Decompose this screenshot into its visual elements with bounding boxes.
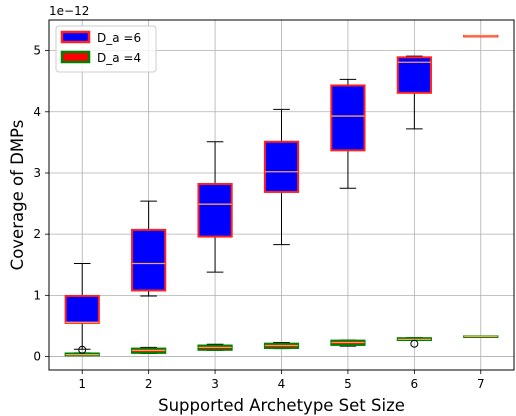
box-iqr (330, 84, 366, 152)
x-tick-label: 5 (344, 377, 352, 391)
legend-swatch-d-a-4 (60, 50, 91, 64)
box-d-a-6 (131, 200, 167, 297)
legend: D_a =6 D_a =4 (55, 25, 157, 73)
x-axis-label: Supported Archetype Set Size (158, 396, 405, 415)
box-d-a-4 (263, 341, 300, 350)
outlier-point (410, 339, 419, 348)
box-d-a-4 (197, 343, 233, 351)
box-iqr (396, 56, 432, 94)
box-d-a-6 (263, 108, 300, 246)
y-axis-label: Coverage of DMPs (8, 120, 27, 271)
box-d-a-4 (64, 345, 100, 357)
axis-ticks: 1 2 3 4 5 6 7 0 1 2 3 4 5 (33, 44, 484, 391)
box-iqr (263, 140, 300, 193)
box-d-a-6 (396, 55, 432, 130)
y-tick-label: 1 (33, 288, 41, 302)
box-d-a-6 (64, 263, 100, 350)
y-tick-label: 4 (33, 105, 41, 119)
x-tick-label: 2 (145, 377, 153, 391)
data-layer (64, 34, 499, 357)
box-iqr (197, 182, 233, 238)
x-tick-label: 3 (211, 377, 219, 391)
box-d-a-6 (197, 141, 233, 273)
y-tick-label: 2 (33, 227, 41, 241)
y-tick-label: 3 (33, 166, 41, 180)
box-d-a-6 (330, 78, 366, 189)
box-d-a-4 (330, 339, 366, 347)
y-tick-label: 5 (33, 44, 41, 58)
x-tick-label: 4 (278, 377, 286, 391)
x-tick-label: 7 (477, 377, 485, 391)
box-d-a-6 (463, 34, 499, 38)
y-axis-offset-label: 1e−12 (49, 4, 89, 18)
x-tick-label: 6 (411, 377, 419, 391)
legend-swatch-d-a-6 (60, 30, 91, 44)
y-tick-label: 0 (33, 350, 41, 364)
legend-label-d-a-6: D_a =6 (97, 31, 141, 45)
box-d-a-4 (131, 346, 167, 354)
box-d-a-4 (463, 335, 499, 338)
box-d-a-4 (396, 337, 432, 348)
box-iqr (131, 228, 167, 292)
box-iqr (64, 294, 100, 324)
outlier-point (78, 345, 87, 354)
legend-label-d-a-4: D_a =4 (97, 51, 141, 65)
x-tick-label: 1 (78, 377, 86, 391)
